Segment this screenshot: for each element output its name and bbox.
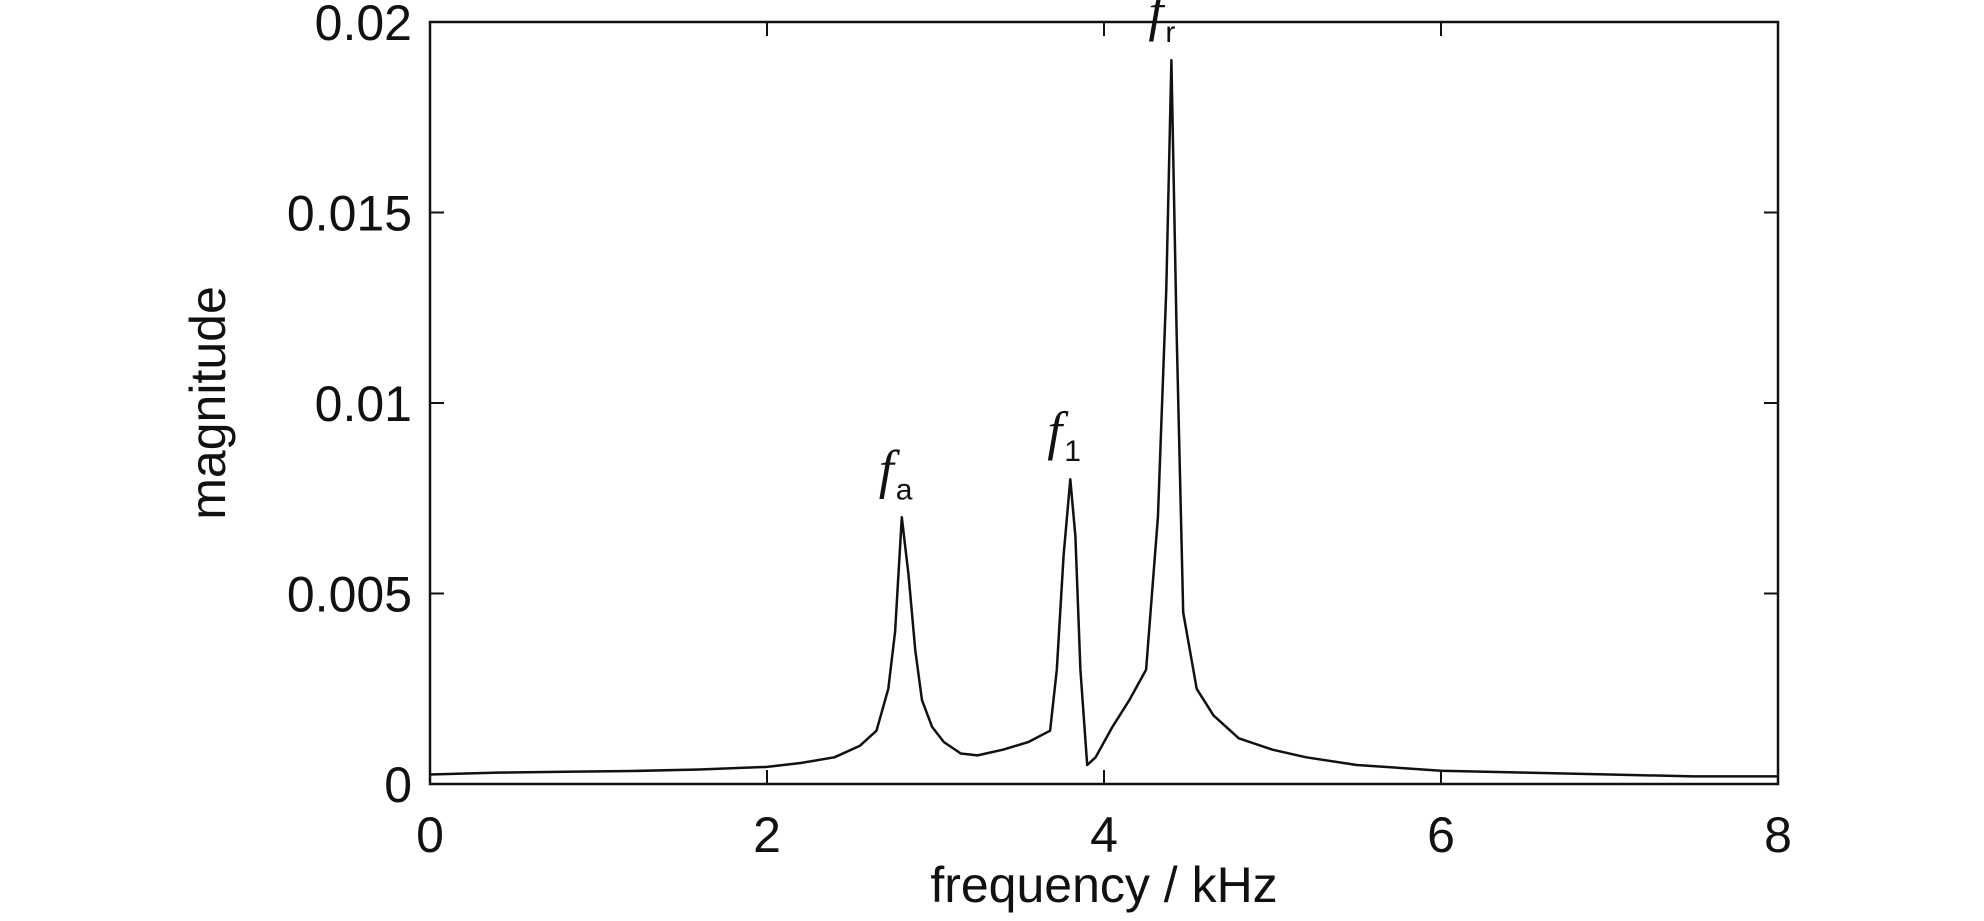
peak-label-sub-1: 1: [1064, 435, 1081, 468]
peak-label-sub-0: a: [896, 473, 913, 506]
x-axis-label: frequency / kHz: [930, 857, 1277, 913]
series-line-magnitude: [429, 58, 1778, 778]
y-tick-label-2: 0.01: [315, 376, 412, 432]
x-tick-label-1: 2: [753, 807, 781, 863]
y-axis-label: magnitude: [180, 286, 236, 520]
x-tick-label-0: 0: [416, 807, 444, 863]
x-tick-label-2: 4: [1090, 807, 1118, 863]
y-tick-label-4: 0.02: [315, 0, 412, 51]
plot-frame: [428, 20, 1780, 786]
axis-tick-labels: 0 2 4 6 8 0 0.005 0.01 0.015 0.02: [287, 0, 1792, 863]
y-tick-label-0: 0: [384, 757, 412, 813]
peak-annotations: f a f 1 f r: [879, 0, 1176, 506]
peak-label-sub-2: r: [1165, 16, 1175, 49]
y-tick-label-1: 0.005: [287, 567, 412, 623]
x-tick-label-4: 8: [1764, 807, 1792, 863]
axis-ticks: [429, 21, 1779, 785]
x-tick-label-3: 6: [1427, 807, 1455, 863]
y-tick-label-3: 0.015: [287, 186, 412, 242]
